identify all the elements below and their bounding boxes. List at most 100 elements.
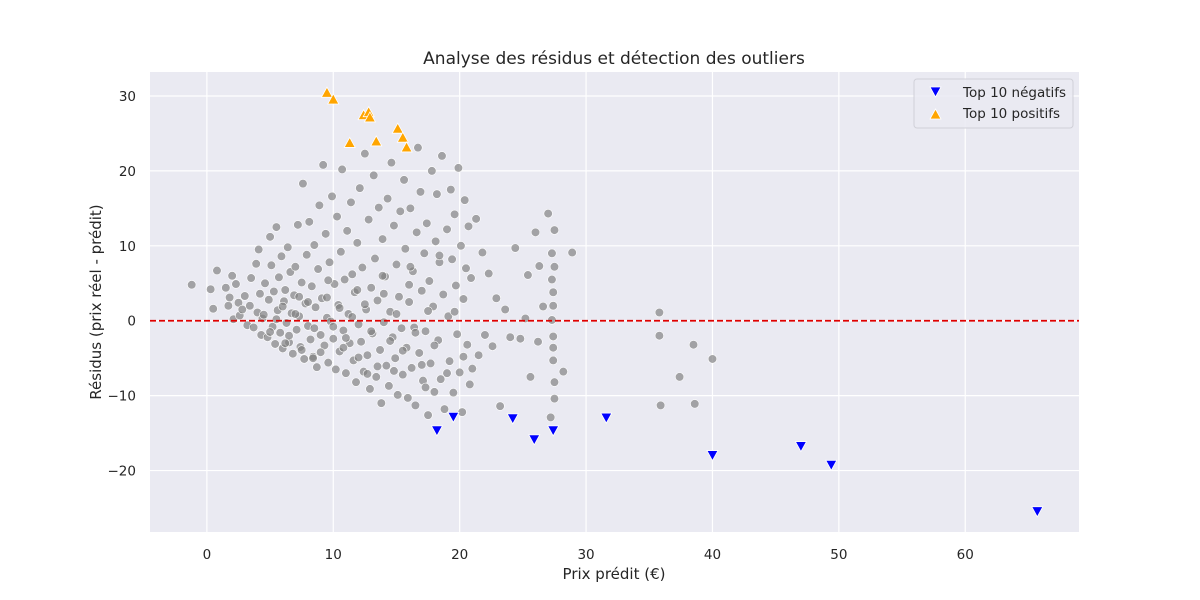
residual-point (385, 336, 395, 346)
residual-point (390, 353, 400, 363)
residual-point (410, 400, 421, 410)
y-tick-label: −10 (108, 389, 137, 405)
residual-point (290, 262, 300, 272)
residual-point (357, 262, 367, 273)
residual-point (381, 361, 391, 371)
residual-point (450, 209, 460, 219)
positive-outlier-marker (370, 135, 383, 147)
x-tick-label: 0 (203, 547, 212, 563)
residual-point (309, 323, 319, 333)
residual-point (292, 325, 302, 335)
residual-point (549, 377, 560, 387)
residual-point (322, 292, 332, 303)
positive-outlier-marker (391, 122, 404, 134)
residual-point (372, 295, 383, 306)
residual-point (377, 271, 388, 281)
residual-point (347, 269, 357, 279)
residual-point (299, 354, 309, 364)
residual-point (270, 339, 280, 349)
positive-outlier-marker (400, 141, 413, 153)
residual-point (251, 259, 261, 269)
negative-outlier-marker (528, 434, 541, 446)
residual-point (360, 149, 370, 159)
residual-point (314, 200, 324, 210)
residual-point (420, 326, 431, 336)
residual-point (362, 369, 372, 379)
residual-point (379, 289, 389, 299)
residual-point (398, 370, 408, 380)
residual-point (223, 301, 233, 311)
residual-point (487, 341, 498, 351)
residual-point (399, 175, 409, 185)
residual-point (331, 364, 341, 375)
residual-point (246, 273, 256, 283)
residual-point (410, 328, 421, 338)
residual-point (379, 317, 389, 327)
residual-point (369, 170, 379, 180)
residual-point (280, 338, 290, 348)
residual-point (432, 189, 442, 199)
residual-point (391, 259, 402, 270)
residual-point (444, 356, 455, 366)
residual-point (332, 211, 342, 222)
residual-point (312, 362, 322, 372)
residual-point (549, 262, 560, 272)
residual-point (324, 257, 335, 267)
residual-point (227, 271, 237, 281)
residual-point (491, 293, 501, 303)
residual-point (265, 327, 275, 337)
residual-point (452, 329, 462, 339)
residual-point (362, 350, 372, 360)
residual-point (413, 143, 423, 153)
residual-point (260, 278, 270, 288)
negative-outlier-marker (506, 413, 519, 425)
residual-point (240, 291, 250, 301)
residual-point (523, 270, 533, 280)
residual-point (549, 225, 560, 235)
residual-point (221, 283, 231, 293)
residual-point (271, 222, 281, 232)
residual-point (374, 203, 384, 213)
residual-point (334, 303, 345, 313)
residual-point (366, 283, 376, 293)
residual-point (461, 263, 471, 273)
residual-point (405, 262, 415, 272)
residual-point (245, 301, 255, 311)
residual-point (398, 346, 408, 356)
y-tick-label: −20 (108, 464, 137, 480)
residual-point (288, 349, 298, 359)
y-tick-label: 0 (127, 314, 136, 330)
residual-point (404, 280, 414, 290)
residual-point (302, 250, 312, 260)
residual-point (407, 363, 417, 373)
residual-point (427, 166, 437, 176)
residual-point (298, 179, 308, 189)
residual-point (412, 227, 422, 237)
negative-outlier-marker (825, 459, 838, 472)
negative-outlier-marker (600, 412, 613, 424)
residual-point (393, 390, 403, 400)
residual-point (688, 340, 699, 350)
residual-point (318, 160, 328, 170)
residual-point (460, 195, 470, 205)
residual-point (448, 388, 458, 398)
residual-point (484, 268, 494, 279)
residual-point (530, 227, 541, 237)
x-tick-label: 60 (957, 547, 974, 563)
residual-point (423, 410, 433, 420)
residual-point (414, 348, 424, 358)
negative-outlier-marker (430, 425, 444, 437)
residual-point (451, 280, 461, 291)
residual-point (231, 279, 241, 289)
residual-point (442, 224, 452, 234)
residual-point (515, 334, 525, 344)
residual-point (323, 358, 333, 368)
residual-point (419, 248, 429, 258)
residual-point (293, 220, 303, 230)
legend-marker-positive (929, 108, 942, 120)
residual-point (400, 244, 410, 254)
residual-point (456, 241, 466, 251)
residual-point (249, 322, 259, 333)
residual-point (309, 240, 319, 250)
